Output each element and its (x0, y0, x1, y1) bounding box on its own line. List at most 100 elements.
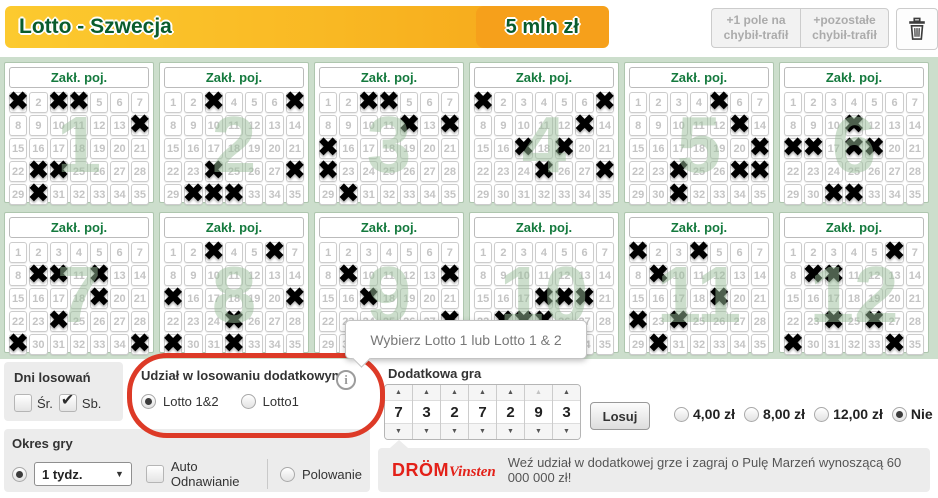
number-cell[interactable]: 35 (905, 184, 924, 205)
number-cell[interactable]: 6 (730, 92, 749, 113)
hunt-mode-radio[interactable] (280, 466, 295, 482)
number-cell[interactable]: 3 ✖ (203, 87, 225, 115)
number-cell[interactable]: 28✖ (749, 156, 771, 184)
number-cell[interactable]: 13 (110, 265, 129, 286)
number-cell[interactable]: 13 (420, 265, 439, 286)
number-cell[interactable]: 23 (29, 311, 48, 332)
number-cell[interactable]: 10 (824, 115, 843, 136)
number-cell[interactable]: 32 (69, 184, 89, 205)
number-cell[interactable]: 4 (224, 92, 244, 113)
number-cell[interactable]: 34 (575, 184, 594, 205)
number-cell[interactable]: 34 (420, 184, 439, 205)
number-cell[interactable]: 14 (595, 115, 614, 136)
number-cell[interactable]: 26 (555, 161, 574, 182)
number-cell[interactable]: 30 ✖ (27, 179, 49, 207)
number-cell[interactable]: 14 (595, 265, 614, 286)
number-cell[interactable]: 7 (905, 92, 924, 113)
number-cell[interactable]: 8 (474, 265, 493, 286)
number-cell[interactable]: 22 (319, 311, 338, 332)
number-cell[interactable]: 3 (514, 242, 533, 263)
number-cell[interactable]: 24✖ (823, 306, 845, 334)
number-cell[interactable]: 2 (184, 92, 203, 113)
number-cell[interactable]: 13 (265, 115, 284, 136)
number-cell[interactable]: 3 (669, 92, 688, 113)
number-cell[interactable]: 30 ✖ (337, 179, 359, 207)
number-cell[interactable]: 28 (440, 161, 459, 182)
number-cell[interactable]: 1 (164, 92, 183, 113)
number-cell[interactable]: 28 (905, 311, 924, 332)
number-cell[interactable]: 26 (710, 311, 729, 332)
number-cell[interactable]: 4 ✖ (378, 87, 400, 115)
number-cell[interactable]: 32 ✖ (223, 179, 245, 207)
number-cell[interactable]: 18 (224, 288, 244, 309)
number-cell[interactable]: 33 (90, 334, 109, 355)
number-cell[interactable]: 17 (514, 288, 533, 309)
number-cell[interactable]: 16 (29, 138, 48, 159)
number-cell[interactable]: 29 ✖ (162, 329, 184, 357)
number-cell[interactable]: 31 (669, 334, 688, 355)
number-cell[interactable]: 11 (844, 265, 864, 286)
number-cell[interactable]: 16 (184, 138, 203, 159)
number-cell[interactable]: 23 (649, 161, 668, 182)
number-cell[interactable]: 17 ✖ (358, 283, 380, 311)
number-cell[interactable]: 29 (629, 334, 648, 355)
number-cell[interactable]: 4 (379, 242, 399, 263)
number-cell[interactable]: 9 (339, 115, 358, 136)
number-cell[interactable]: 7 (905, 242, 924, 263)
number-cell[interactable]: 29 ✖ (782, 329, 804, 357)
number-cell[interactable]: 31 (359, 184, 378, 205)
number-cell[interactable]: 13 (885, 115, 904, 136)
number-cell[interactable]: 18 (379, 288, 399, 309)
number-cell[interactable]: 20 (265, 138, 284, 159)
number-cell[interactable]: 11 (69, 265, 89, 286)
number-cell[interactable]: 12 (90, 115, 109, 136)
number-cell[interactable]: 18 (534, 138, 554, 159)
number-cell[interactable]: 25✖ (533, 156, 555, 184)
number-cell[interactable]: 15 (9, 138, 28, 159)
number-cell[interactable]: 14 ✖ (439, 110, 461, 138)
number-cell[interactable]: 19 ✖ (553, 133, 575, 161)
number-cell[interactable]: 11 ✖ (843, 110, 865, 138)
number-cell[interactable]: 15 (629, 288, 648, 309)
number-cell[interactable]: 35 (595, 184, 614, 205)
number-cell[interactable]: 25 (844, 161, 864, 182)
number-cell[interactable]: 12 (400, 265, 419, 286)
draw-day-checkbox[interactable]: ✔ (58, 392, 77, 412)
number-cell[interactable]: 27 (730, 311, 749, 332)
number-cell[interactable]: 23 (804, 311, 823, 332)
number-cell[interactable]: 17 (669, 138, 688, 159)
stepper-up-button[interactable]: ▲ (469, 385, 496, 401)
number-cell[interactable]: 19 (400, 288, 419, 309)
number-cell[interactable]: 10 (669, 115, 688, 136)
number-cell[interactable]: 1 ✖ (627, 237, 649, 265)
stepper-up-button[interactable]: ▲ (525, 385, 552, 401)
number-cell[interactable]: 18 (69, 138, 89, 159)
number-cell[interactable]: 17 (669, 288, 688, 309)
number-cell[interactable]: 14 (750, 265, 769, 286)
number-cell[interactable]: 19 ✖ (553, 283, 575, 311)
clear-all-button[interactable] (896, 8, 938, 50)
number-cell[interactable]: 34 (110, 184, 129, 205)
price-radio[interactable] (891, 406, 907, 422)
number-cell[interactable]: 32 (534, 184, 554, 205)
extra-draw-radio[interactable] (141, 394, 156, 409)
number-cell[interactable]: 29 (164, 184, 183, 205)
number-cell[interactable]: 35 (130, 184, 149, 205)
number-cell[interactable]: 17 (359, 138, 378, 159)
number-cell[interactable]: 25 (689, 311, 709, 332)
number-cell[interactable]: 23 (184, 161, 203, 182)
number-cell[interactable]: 17 (204, 138, 223, 159)
number-cell[interactable]: 15 (164, 138, 183, 159)
number-cell[interactable]: 12 (865, 115, 884, 136)
number-cell[interactable]: 32 (844, 334, 864, 355)
number-cell[interactable]: 22 (9, 161, 28, 182)
number-cell[interactable]: 6 (420, 92, 439, 113)
number-cell[interactable]: 8 (319, 265, 338, 286)
number-cell[interactable]: 1 (629, 92, 648, 113)
number-cell[interactable]: 13 ✖ (574, 110, 596, 138)
number-cell[interactable]: 16 (184, 288, 203, 309)
number-cell[interactable]: 24✖ (668, 156, 690, 184)
number-cell[interactable]: 3 (514, 92, 533, 113)
stepper-up-button[interactable]: ▲ (385, 385, 412, 401)
number-cell[interactable]: 10 (49, 115, 68, 136)
